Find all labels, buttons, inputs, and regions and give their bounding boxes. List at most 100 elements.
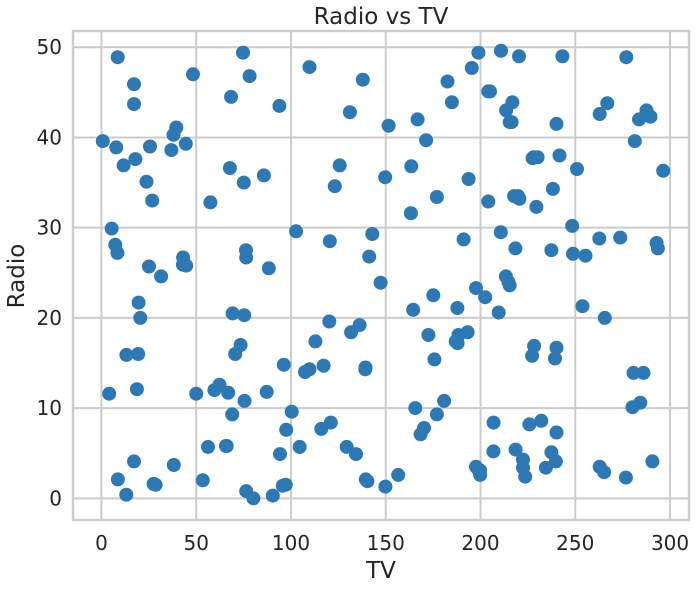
data-point — [549, 116, 564, 131]
data-point — [378, 479, 393, 494]
data-point — [203, 195, 218, 210]
data-point — [302, 362, 317, 377]
data-point — [408, 401, 423, 416]
data-point — [119, 487, 134, 502]
data-point — [410, 112, 425, 127]
data-point — [139, 174, 154, 189]
data-point — [555, 49, 570, 64]
data-point — [342, 105, 357, 120]
data-point — [222, 161, 237, 176]
data-point — [464, 61, 479, 75]
data-point — [504, 115, 519, 130]
data-point — [116, 158, 131, 173]
data-point — [110, 245, 125, 260]
plot-frame — [71, 29, 691, 522]
data-point — [259, 384, 274, 399]
data-point — [279, 422, 294, 437]
data-point — [189, 386, 204, 401]
x-tick-label: 250 — [556, 531, 594, 555]
data-point — [237, 393, 252, 408]
data-point — [518, 469, 533, 484]
data-point — [119, 347, 134, 362]
data-point — [378, 170, 393, 185]
data-point — [493, 225, 508, 240]
data-point — [219, 439, 234, 453]
data-point — [133, 310, 148, 325]
data-point — [381, 118, 396, 133]
data-point — [578, 248, 593, 263]
data-point — [236, 45, 250, 60]
data-point — [529, 199, 544, 214]
chart-title: Radio vs TV — [314, 4, 449, 30]
data-point — [236, 175, 251, 190]
data-point — [95, 134, 110, 149]
data-point — [549, 340, 564, 355]
data-point — [272, 98, 287, 113]
data-point — [592, 231, 607, 246]
data-point — [169, 120, 184, 135]
data-point — [360, 474, 375, 489]
data-point — [109, 140, 124, 155]
data-point — [417, 421, 431, 435]
x-tick-label: 150 — [367, 531, 405, 555]
x-axis-label: TV — [365, 558, 396, 584]
data-point — [110, 472, 125, 487]
data-point — [102, 386, 117, 401]
x-tick-label: 300 — [651, 531, 689, 555]
data-point — [469, 281, 483, 296]
data-point — [166, 458, 181, 472]
data-point — [273, 447, 287, 462]
data-point — [292, 439, 307, 454]
data-point — [600, 96, 615, 111]
data-point — [486, 444, 501, 459]
data-point — [284, 404, 299, 419]
data-point — [505, 95, 520, 110]
data-point — [316, 358, 331, 373]
data-point — [421, 328, 436, 342]
data-point — [597, 465, 612, 480]
data-point — [110, 50, 125, 65]
data-point — [403, 206, 418, 221]
data-point — [450, 301, 465, 315]
data-point — [552, 148, 567, 163]
data-point — [148, 477, 163, 492]
data-point — [225, 306, 240, 321]
data-point — [265, 488, 280, 503]
data-point — [261, 261, 276, 276]
data-point — [104, 221, 119, 236]
data-point — [154, 269, 169, 284]
y-tick-label: 50 — [37, 35, 62, 59]
data-point — [656, 163, 671, 178]
data-point — [131, 347, 146, 361]
data-point — [460, 325, 475, 340]
data-point — [645, 454, 660, 469]
data-point — [225, 407, 240, 422]
data-point — [636, 365, 651, 380]
data-point — [256, 168, 271, 183]
data-point — [429, 407, 444, 422]
data-point — [527, 338, 542, 353]
data-point — [195, 473, 210, 488]
data-point — [549, 425, 564, 440]
data-point — [308, 334, 323, 349]
data-point — [508, 241, 523, 256]
data-point — [427, 352, 442, 367]
data-point — [179, 258, 194, 273]
data-point — [186, 67, 200, 82]
data-point — [613, 230, 628, 245]
data-point — [127, 77, 141, 92]
data-point — [419, 133, 434, 148]
data-point — [201, 439, 215, 454]
data-point — [242, 69, 257, 84]
data-point — [650, 241, 665, 256]
x-tick-label: 0 — [95, 531, 108, 555]
data-point — [332, 158, 347, 173]
data-point — [548, 454, 563, 469]
x-tick-label: 200 — [461, 531, 499, 555]
data-point — [404, 159, 419, 174]
data-point — [302, 60, 317, 75]
data-point — [486, 415, 501, 430]
data-point — [129, 382, 144, 397]
data-point — [478, 290, 493, 305]
